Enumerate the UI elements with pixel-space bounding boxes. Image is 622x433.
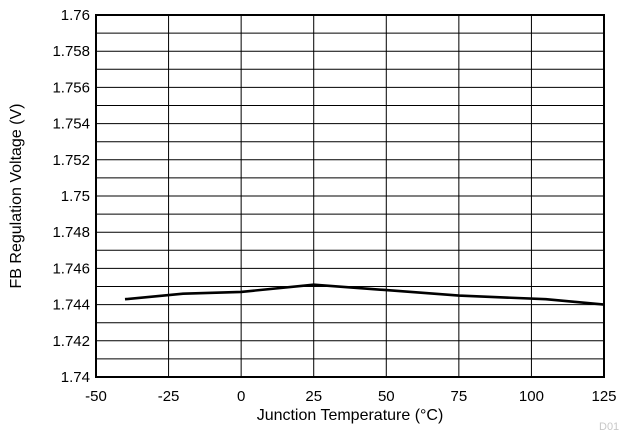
x-tick-label: -50 — [85, 388, 107, 405]
y-tick-label: 1.758 — [52, 43, 90, 60]
y-tick-label: 1.756 — [52, 79, 90, 96]
plot-frame — [95, 14, 605, 378]
y-tick-label: 1.75 — [61, 188, 90, 205]
x-tick-label: 75 — [451, 388, 468, 405]
y-tick-label: 1.744 — [52, 297, 90, 314]
series-layer — [124, 283, 605, 306]
x-axis-title: Junction Temperature (°C) — [257, 407, 444, 424]
x-tick-label: 50 — [378, 388, 395, 405]
y-tick-label: 1.746 — [52, 260, 90, 277]
y-tick-label: 1.754 — [52, 116, 90, 133]
y-axis-title: FB Regulation Voltage (V) — [8, 104, 25, 289]
y-tick-label: 1.74 — [61, 369, 90, 386]
series-line — [124, 283, 605, 306]
y-tick-label: 1.742 — [52, 333, 90, 350]
x-tick-label: 0 — [237, 388, 245, 405]
figure-footnote: D01 — [599, 421, 619, 433]
x-tick-labels: -50 -25 0 25 50 75 100 125 — [85, 388, 616, 405]
y-tick-label: 1.752 — [52, 152, 90, 169]
x-tick-label: 25 — [305, 388, 322, 405]
x-tick-label: 125 — [591, 388, 616, 405]
y-tick-label: 1.76 — [61, 7, 90, 24]
x-tick-label: 100 — [519, 388, 544, 405]
y-tick-label: 1.748 — [52, 224, 90, 241]
y-tick-labels: 1.74 1.742 1.744 1.746 1.748 1.75 1.752 1.754 1.… — [52, 7, 90, 386]
grid-minor — [96, 32, 604, 360]
x-tick-label: -25 — [158, 388, 180, 405]
